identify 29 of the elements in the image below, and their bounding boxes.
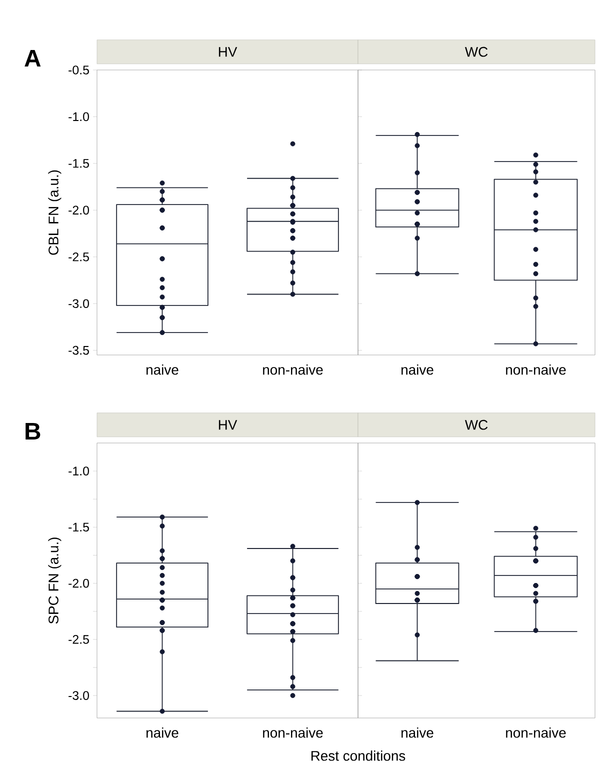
- y-tick-label: -1.5: [68, 522, 89, 532]
- y-tick-label: -2.5: [68, 252, 89, 262]
- y-tick-label: -3.0: [68, 299, 90, 308]
- y-tick-label: -1.0: [68, 466, 90, 476]
- y-tick-label: -1.5: [68, 159, 89, 168]
- chart-title: HV: [218, 420, 238, 430]
- x-tick-label: naive: [146, 727, 178, 738]
- x-axis-title: Rest conditions: [311, 750, 406, 761]
- x-tick-label: non-naive: [263, 364, 323, 375]
- x-tick-label: non-naive: [263, 727, 323, 738]
- chart-title: HV: [218, 47, 238, 57]
- y-tick-label: -2.0: [68, 206, 90, 215]
- y-tick-label: -3.0: [68, 691, 90, 700]
- y-tick-label: -0.5: [68, 66, 89, 74]
- y-tick-label: -1.0: [68, 112, 90, 122]
- x-tick-label: non-naive: [506, 364, 566, 375]
- x-tick-label: naive: [146, 364, 178, 375]
- x-tick-label: naive: [402, 364, 434, 375]
- y-axis-title: SPC FN (a.u.): [48, 538, 62, 624]
- x-tick-label: non-naive: [506, 727, 566, 738]
- text: B: [26, 423, 40, 440]
- x-tick-label: naive: [402, 727, 434, 738]
- y-axis-title: CBL FN (a.u.): [48, 170, 62, 255]
- chart-title: WC: [464, 420, 488, 430]
- chart-title: WC: [464, 46, 488, 57]
- y-tick-label: -3.5: [68, 346, 89, 355]
- y-tick-label: -2.5: [68, 635, 89, 644]
- y-tick-label: -2.0: [68, 578, 90, 588]
- text: A: [24, 50, 41, 66]
